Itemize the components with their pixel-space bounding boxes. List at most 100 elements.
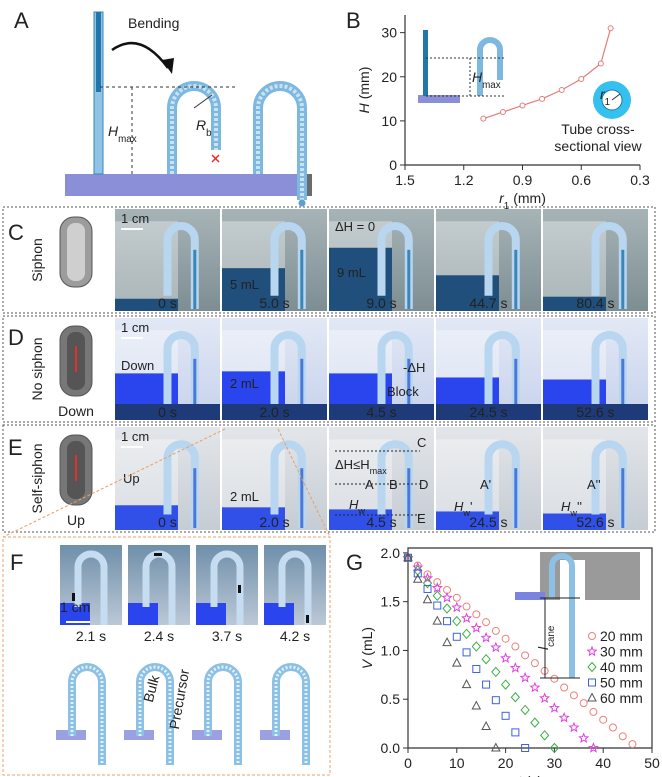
rb-line <box>194 95 212 108</box>
marker <box>531 683 540 691</box>
marker <box>463 649 470 656</box>
row: No siphonDown0 s2.0 s4.5 s24.5 s52.6 s1 … <box>3 316 655 422</box>
drop <box>299 200 306 207</box>
arrow-head <box>162 58 174 74</box>
f-time: 3.7 s <box>212 628 242 644</box>
legend-label: 20 mm <box>600 628 643 644</box>
y-axis-label-unit: (mL) <box>359 627 375 656</box>
l-cane-label-sub: cane <box>546 625 557 647</box>
y-tick-label: 1.5 <box>381 594 401 610</box>
marker <box>443 593 452 601</box>
h-max-label-sub: max <box>118 134 137 145</box>
photo-annotation: ΔH = 0 <box>335 219 375 234</box>
l-cane-label: lcane <box>535 625 557 650</box>
inset-text: sectional view <box>554 138 642 154</box>
f-diagram-core <box>208 667 238 765</box>
data-point <box>500 110 505 115</box>
time-label: 52.6 s <box>576 514 614 530</box>
data-point <box>559 88 564 93</box>
marker <box>551 675 558 682</box>
y-axis-label-main: V <box>359 658 375 669</box>
x-tick-label: 30 <box>547 755 563 771</box>
marker <box>473 665 480 672</box>
bending-label: Bending <box>128 15 179 31</box>
x-axis-label-unit: (mm) <box>513 190 546 206</box>
marker <box>492 643 501 651</box>
x-tick-label: 0 <box>404 755 412 771</box>
f-time: 2.1 s <box>76 628 106 644</box>
marker <box>453 603 462 611</box>
marker <box>492 667 500 676</box>
marker <box>443 604 451 613</box>
marker <box>561 684 568 691</box>
marker <box>588 647 597 655</box>
icon-label: Up <box>67 512 85 528</box>
legend-label: 40 mm <box>600 659 643 675</box>
icon-label: Down <box>58 403 94 419</box>
marker <box>521 705 529 714</box>
panel-letter: G <box>346 550 363 575</box>
marker <box>588 694 596 702</box>
legend-label: 30 mm <box>600 644 643 660</box>
time-label: 24.5 s <box>469 514 507 530</box>
marker <box>522 652 529 659</box>
panel-letter: F <box>10 550 23 575</box>
legend-label: 50 mm <box>600 675 643 691</box>
marker <box>463 603 470 610</box>
photo-annotation: Block <box>387 384 419 399</box>
y-tick-label: 30 <box>381 25 397 41</box>
r-b-label-sub: b <box>206 128 212 139</box>
x-axis-label-main: t <box>518 773 523 777</box>
legend-label: 60 mm <box>600 690 643 706</box>
photo-annotation: C <box>417 435 426 450</box>
photo-annotation: 5 mL <box>230 277 259 292</box>
f-time: 2.4 s <box>144 628 174 644</box>
time-label: 4.5 s <box>366 404 396 420</box>
photo-annotation: A' <box>480 477 491 492</box>
marker <box>473 611 480 618</box>
marker <box>453 633 460 640</box>
photo-annotation: 9 mL <box>337 265 366 280</box>
x-axis-label-unit: (s) <box>526 773 542 777</box>
y-tick-label: 1.0 <box>381 642 401 658</box>
f-diagram-tube <box>72 667 102 765</box>
marker <box>502 635 509 642</box>
time-label: 2.0 s <box>259 404 289 420</box>
panel-g: 010203040500.00.51.01.52.0t(s)V(mL)lcane… <box>359 545 660 777</box>
time-label: 0 s <box>158 404 177 420</box>
marker <box>580 700 587 707</box>
marker <box>414 575 422 583</box>
photo-annotation: E <box>417 511 426 526</box>
x-tick-label: 50 <box>644 755 660 771</box>
photo-annotation: A'' <box>587 477 601 492</box>
time-label: 24.5 s <box>469 404 507 420</box>
marker <box>619 733 626 740</box>
time-label: 0 s <box>158 514 177 530</box>
marker <box>472 624 481 632</box>
marker <box>483 681 490 688</box>
panel-letter: E <box>8 435 23 460</box>
marker <box>463 629 471 638</box>
x-axis-label: t(s) <box>518 773 542 777</box>
figure: ABCDEFGBendingHmaxRb1.51.20.90.60.301020… <box>0 0 662 777</box>
row-label: No siphon <box>29 337 45 400</box>
data-point <box>481 116 486 121</box>
time-label: 9.0 s <box>366 295 396 311</box>
time-label: 4.5 s <box>366 514 396 530</box>
marker <box>502 712 509 719</box>
f-diagram-tube <box>276 667 306 765</box>
inset-h-max-sub: max <box>482 80 501 91</box>
marker <box>512 729 519 736</box>
inset-text: Tube cross- <box>561 121 635 137</box>
photo-annotation: -ΔH <box>403 360 425 375</box>
x-axis-label: r1(mm) <box>499 190 546 212</box>
photo-annotation: Up <box>123 471 140 486</box>
marker <box>444 618 451 625</box>
marker <box>433 591 441 600</box>
marker <box>462 614 471 622</box>
time-label: 52.6 s <box>576 404 614 420</box>
x-tick-label: 0.9 <box>513 172 533 188</box>
marker <box>453 659 461 667</box>
row-label: Self-siphon <box>29 443 45 513</box>
